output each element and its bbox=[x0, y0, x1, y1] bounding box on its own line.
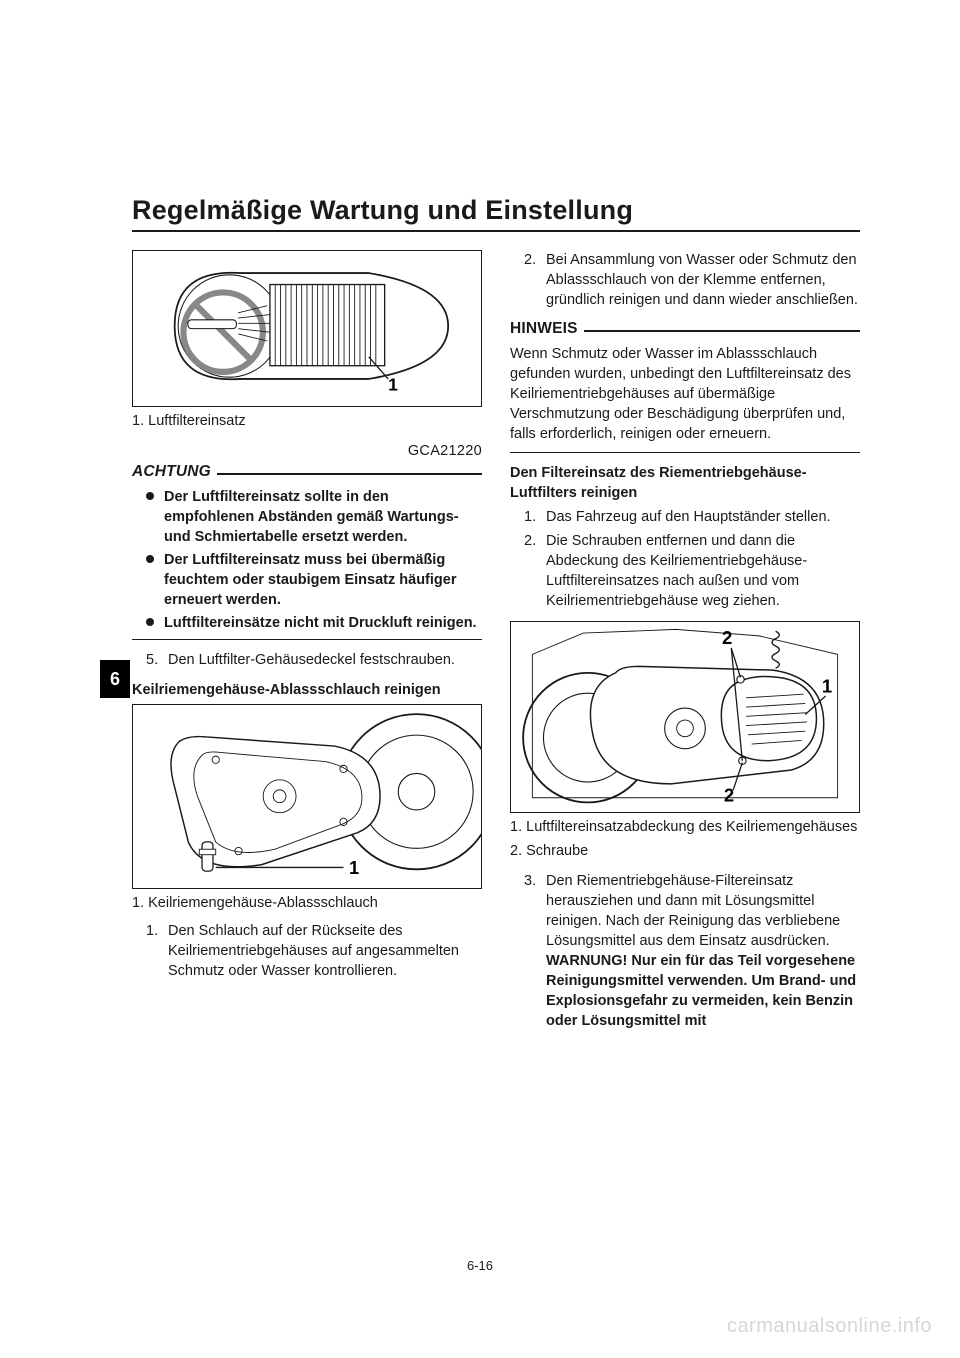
fs1-text: Das Fahrzeug auf den Hauptständer stelle… bbox=[546, 509, 831, 525]
figure-air-filter-svg: 1 bbox=[133, 251, 481, 401]
figure-belt-cover-box: 2 1 2 bbox=[510, 621, 860, 813]
achtung-bullet-1: Der Luftfiltereinsatz sollte in den empf… bbox=[146, 487, 482, 547]
column-left: 1 1. Luftfiltereinsatz GCA21220 ACHTUNG … bbox=[132, 250, 482, 1041]
fig3-caption-2: 2. Schraube bbox=[510, 841, 860, 861]
section-tab: 6 bbox=[100, 660, 130, 698]
left-step-5: 5. Den Luftfilter-Gehäusedeckel festschr… bbox=[146, 650, 482, 670]
page-title: Regelmäßige Wartung und Einstellung bbox=[132, 195, 860, 226]
fig2-cap-text: Keilriemengehäuse-Ablassschlauch bbox=[148, 895, 378, 911]
step5-text: Den Luftfilter-Gehäusedeckel festschraub… bbox=[168, 652, 455, 668]
step5-num: 5. bbox=[146, 650, 158, 670]
figure-drain-hose-svg: 1 bbox=[133, 705, 481, 883]
fig3-cap2-prefix: 2. bbox=[510, 843, 522, 859]
achtung-label: ACHTUNG bbox=[132, 463, 211, 481]
section-number: 6 bbox=[110, 669, 120, 690]
filter-steps: 1. Das Fahrzeug auf den Hauptständer ste… bbox=[524, 507, 860, 611]
fig1-callout: 1 bbox=[388, 374, 398, 394]
hinweis-heading: HINWEIS bbox=[510, 320, 860, 338]
hinweis-label: HINWEIS bbox=[510, 320, 578, 338]
subhead-filter: Den Filtereinsatz des Riementriebgehäuse… bbox=[510, 463, 860, 503]
right-step-2: 2. Bei Ansammlung von Wasser oder Schmut… bbox=[524, 250, 860, 310]
right-step-2-list: 2. Bei Ansammlung von Wasser oder Schmut… bbox=[524, 250, 860, 310]
fig3-callout-2a: 2 bbox=[722, 627, 732, 648]
column-right: 2. Bei Ansammlung von Wasser oder Schmut… bbox=[510, 250, 860, 1041]
figure-belt-cover: 2 1 2 1. Luftfiltereinsatzabdeckung des … bbox=[510, 621, 860, 861]
subhead-keilriemen: Keilriemengehäuse-Ablassschlauch reinige… bbox=[132, 680, 482, 700]
filter-step-1: 1. Das Fahrzeug auf den Hauptständer ste… bbox=[524, 507, 860, 527]
fig2-cap-prefix: 1. bbox=[132, 895, 144, 911]
r-step2-num: 2. bbox=[524, 250, 536, 270]
filter-step-2: 2. Die Schrauben entfernen und dann die … bbox=[524, 531, 860, 611]
page-number: 6-16 bbox=[0, 1258, 960, 1273]
fig3-caption-1: 1. Luftfiltereinsatzabdeckung des Keilri… bbox=[510, 817, 860, 837]
hinweis-rule bbox=[584, 330, 860, 332]
r-step3-text: Den Riementriebgehäuse-Filtereinsatz her… bbox=[546, 873, 840, 949]
step1-num: 1. bbox=[146, 921, 158, 941]
hinweis-end-rule bbox=[510, 452, 860, 453]
figure-drain-hose: 1 1. Keilriemengehäuse-Ablassschlauch bbox=[132, 704, 482, 913]
code-id: GCA21220 bbox=[132, 441, 482, 461]
achtung-bullets: Der Luftfiltereinsatz sollte in den empf… bbox=[146, 487, 482, 633]
figure-air-filter: 1 1. Luftfiltereinsatz bbox=[132, 250, 482, 431]
fig3-cap1-prefix: 1. bbox=[510, 819, 522, 835]
r-step3-warn-label: WARNUNG! bbox=[546, 953, 627, 969]
achtung-heading: ACHTUNG bbox=[132, 463, 482, 481]
fs2-text: Die Schrauben entfernen und dann die Abd… bbox=[546, 533, 807, 609]
fig1-cap-text: Luftfiltereinsatz bbox=[148, 413, 246, 429]
achtung-end-rule bbox=[132, 639, 482, 640]
figure-drain-hose-box: 1 bbox=[132, 704, 482, 889]
left-step-1: 1. Den Schlauch auf der Rückseite des Ke… bbox=[146, 921, 482, 981]
fig3-cap2-text: Schraube bbox=[526, 843, 588, 859]
fig3-cap1-text: Luftfiltereinsatzabdeckung des Keilrieme… bbox=[526, 819, 857, 835]
r-step2-text: Bei Ansammlung von Wasser oder Schmutz d… bbox=[546, 252, 858, 308]
hinweis-text: Wenn Schmutz oder Wasser im Ablassschlau… bbox=[510, 344, 860, 444]
figure-drain-hose-caption: 1. Keilriemengehäuse-Ablassschlauch bbox=[132, 893, 482, 913]
page-body: Regelmäßige Wartung und Einstellung bbox=[0, 0, 960, 1101]
fig2-callout: 1 bbox=[349, 857, 359, 878]
title-rule bbox=[132, 230, 860, 232]
r-step3-num: 3. bbox=[524, 871, 536, 891]
fs2-num: 2. bbox=[524, 531, 536, 551]
fig1-cap-prefix: 1. bbox=[132, 413, 144, 429]
figure-air-filter-caption: 1. Luftfiltereinsatz bbox=[132, 411, 482, 431]
achtung-bullet-2: Der Luftfiltereinsatz muss bei übermäßig… bbox=[146, 550, 482, 610]
fs1-num: 1. bbox=[524, 507, 536, 527]
figure-air-filter-box: 1 bbox=[132, 250, 482, 407]
watermark: carmanualsonline.info bbox=[727, 1315, 932, 1338]
achtung-bullet-3: Luftfiltereinsätze nicht mit Druckluft r… bbox=[146, 613, 482, 633]
right-step-3: 3. Den Riementriebgehäuse-Filtereinsatz … bbox=[524, 871, 860, 1031]
fig3-callout-1: 1 bbox=[822, 675, 832, 696]
left-steps-1: 1. Den Schlauch auf der Rückseite des Ke… bbox=[146, 921, 482, 981]
fig3-callout-2b: 2 bbox=[724, 784, 734, 805]
figure-belt-cover-svg: 2 1 2 bbox=[511, 622, 859, 807]
step1-text: Den Schlauch auf der Rückseite des Keilr… bbox=[168, 923, 459, 979]
left-steps-5: 5. Den Luftfilter-Gehäusedeckel festschr… bbox=[146, 650, 482, 670]
achtung-rule bbox=[217, 473, 482, 475]
right-step-3-list: 3. Den Riementriebgehäuse-Filtereinsatz … bbox=[524, 871, 860, 1031]
two-column-layout: 1 1. Luftfiltereinsatz GCA21220 ACHTUNG … bbox=[132, 250, 860, 1041]
